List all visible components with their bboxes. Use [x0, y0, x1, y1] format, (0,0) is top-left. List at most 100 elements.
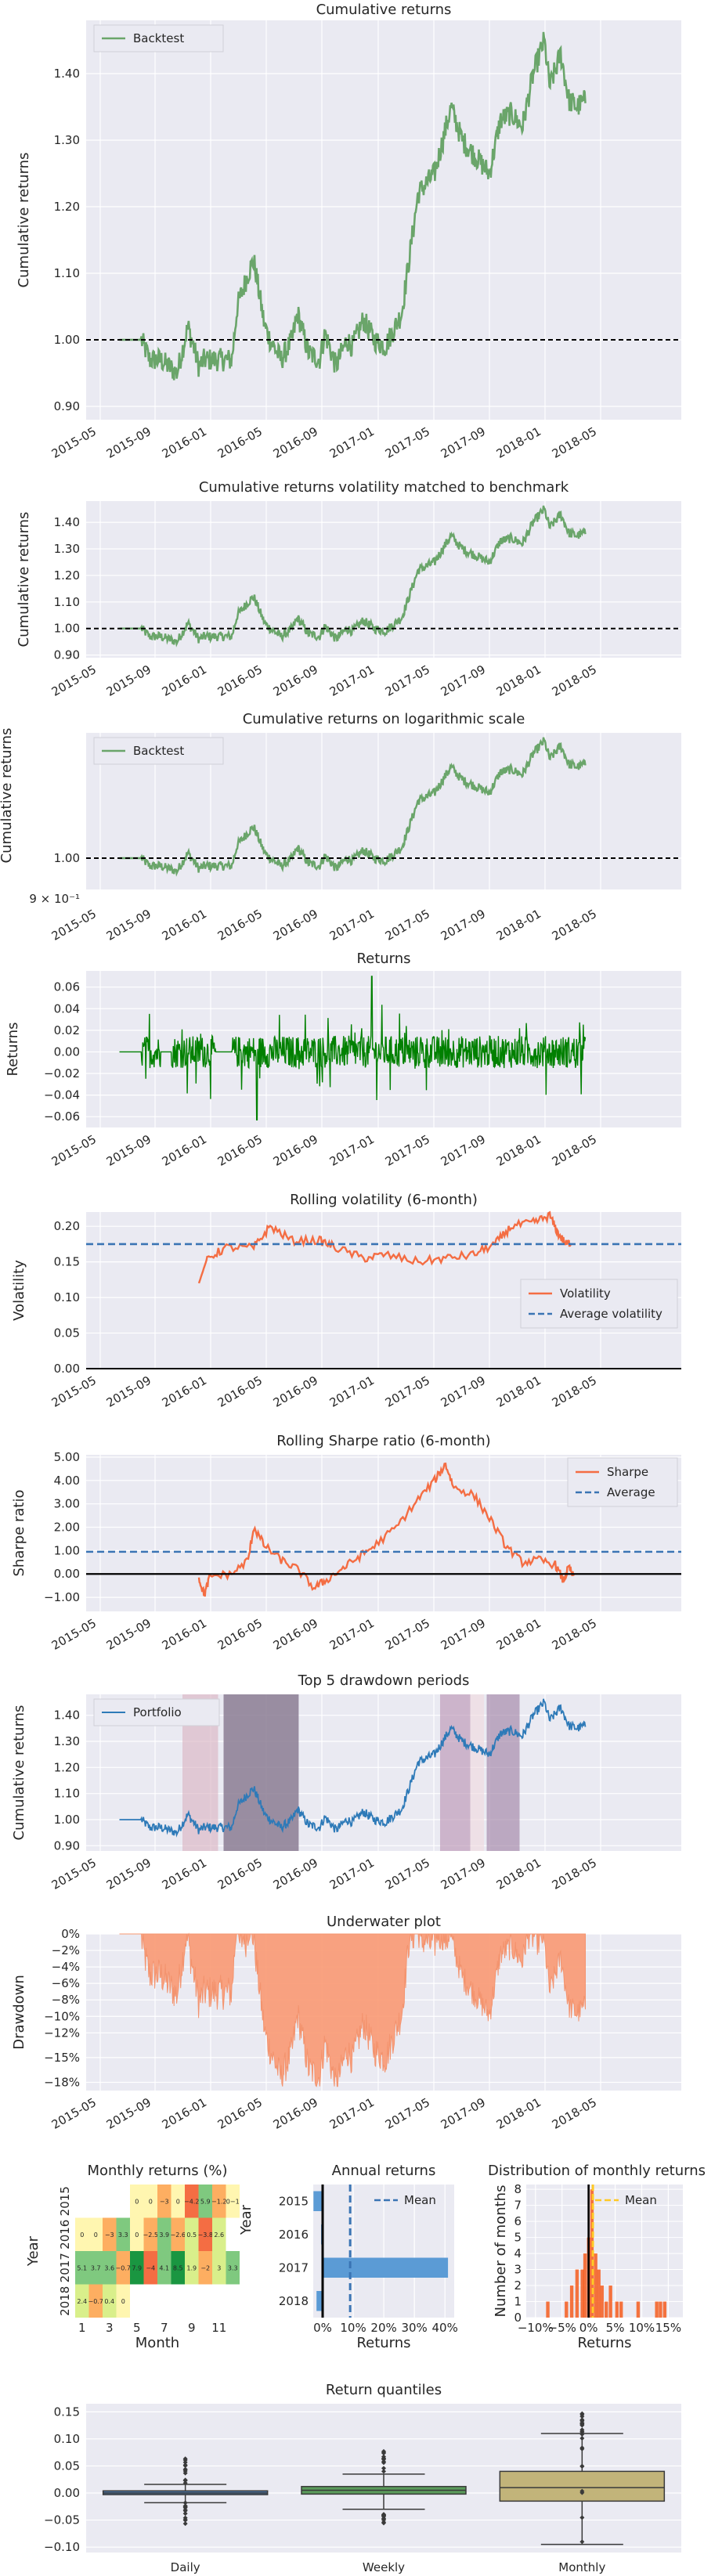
quant-outlier-lo-1-8 [381, 2513, 386, 2519]
heatmap-value-2-0: 5.1 [77, 2264, 87, 2271]
annual-year-0: 2015 [279, 2194, 309, 2208]
drawdown-legend-label: Portfolio [133, 1705, 182, 1719]
drawdown-title: Top 5 drawdown periods [298, 1672, 470, 1689]
quant-outlier-hi-2-11 [579, 2423, 585, 2428]
sharpe-xtick-8: 2018-01 [494, 1616, 543, 1653]
quant-outlier-lo-0-7 [182, 2515, 188, 2520]
rollvol-legend-avg: Average volatility [560, 1307, 662, 1321]
cumret-title: Cumulative returns [316, 2, 452, 18]
rollvol-ytick-1: 0.05 [54, 1326, 80, 1340]
underwater-panel [86, 1932, 681, 2091]
rollvol-ylabel: Volatility [11, 1260, 27, 1321]
dist-bar-11 [605, 2301, 608, 2318]
quant-ytick-4: 0.10 [54, 2432, 80, 2446]
drawdown-period-4 [486, 1694, 520, 1851]
heatmap-cell-3-6 [157, 2284, 171, 2318]
heatmap-value-1-4: 0 [135, 2231, 139, 2239]
cumret-ytick-3: 1.20 [54, 200, 80, 214]
dist-ytick-2: 2 [514, 2278, 522, 2293]
sharpe-ytick-6: 5.00 [54, 1450, 80, 1464]
returns-ylabel: Returns [5, 1022, 21, 1076]
heatmap-xlabel: Month [135, 2335, 179, 2351]
underwater-xtick-7: 2017-09 [439, 2095, 488, 2132]
annual-bar-2 [323, 2257, 449, 2278]
sharpe-line [197, 1462, 575, 1597]
heatmap-cell-1-7 [171, 2217, 185, 2251]
drawdown-ylabel: Cumulative returns [11, 1705, 27, 1841]
dist-title: Distribution of monthly returns [488, 2163, 706, 2179]
heatmap-value-2-7: 8.5 [173, 2264, 183, 2271]
heatmap-cell-0-11 [226, 2185, 240, 2218]
heatmap-value-2-6: 4.1 [159, 2264, 169, 2271]
volmatch-xtick-2: 2016-01 [160, 662, 209, 699]
volmatch-ytick-5: 1.40 [54, 515, 80, 529]
drawdown-xtick-3: 2016-05 [215, 1856, 265, 1892]
returns-xtick-7: 2017-09 [439, 1132, 488, 1169]
volmatch-ytick-4: 1.30 [54, 542, 80, 556]
cumret-xtick-9: 2018-05 [550, 424, 599, 461]
heatmap-cell-3-7 [171, 2284, 185, 2318]
dist-bar-13 [615, 2301, 619, 2318]
heatmap-value-1-5: −2.5 [143, 2231, 158, 2239]
volmatch-xtick-6: 2017-05 [383, 662, 432, 699]
rollvol-legend [520, 1279, 678, 1329]
sharpe-panel [86, 1455, 681, 1611]
dist-bar-15 [636, 2301, 641, 2318]
quant-label-0: Daily [171, 2560, 200, 2574]
logcum-xtick-5: 2017-01 [327, 907, 377, 943]
heatmap-cell-2-3 [116, 2251, 130, 2285]
volmatch-ylabel: Cumulative returns [16, 512, 32, 648]
quant-outlier-hi-0-8 [182, 2463, 188, 2469]
returns-line [119, 976, 587, 1120]
cumret-panel-bg [86, 20, 681, 420]
quant-label-1: Weekly [363, 2560, 405, 2574]
heatmap-year-3: 2018 [58, 2286, 72, 2316]
dist-xtick-1: −5% [548, 2321, 576, 2335]
rollvol-xtick-2: 2016-01 [160, 1373, 209, 1410]
quant-outlier-lo-1-9 [381, 2520, 386, 2526]
dist-bar-16 [655, 2301, 659, 2318]
logcum-ytick-0: 9 × 10⁻¹ [29, 892, 80, 906]
volmatch-panel-bg [86, 501, 681, 658]
returns-ytick-5: 0.04 [54, 1001, 80, 1016]
underwater-area [119, 1932, 586, 2087]
volmatch-title: Cumulative returns volatility matched to… [199, 479, 569, 496]
quant-outlier-lo-0-11 [182, 2505, 188, 2510]
drawdown-period-3 [470, 1694, 484, 1851]
returns-xtick-4: 2016-09 [271, 1132, 320, 1169]
heatmap-cell-3-10 [212, 2284, 226, 2318]
heatmap-value-0-8: −4.2 [184, 2198, 199, 2205]
returns-ytick-3: 0.00 [54, 1044, 80, 1059]
rollvol-line [197, 1210, 572, 1284]
dist-bar-3 [575, 2269, 579, 2318]
heatmap-value-1-3: 3.3 [118, 2231, 128, 2239]
dist-bar-12 [608, 2286, 612, 2318]
quant-outlier-lo-0-5 [182, 2500, 188, 2506]
drawdown-xtick-7: 2017-09 [439, 1856, 488, 1892]
annual-xtick-2: 20% [370, 2321, 396, 2335]
rollvol-title: Rolling volatility (6-month) [290, 1192, 478, 1208]
logcum-xtick-8: 2018-01 [494, 907, 543, 943]
quant-outlier-lo-0-10 [182, 2508, 188, 2513]
quant-outlier-lo-2-4 [579, 2515, 585, 2520]
heatmap-value-1-10: 2.6 [214, 2231, 224, 2239]
heatmap-title: Monthly returns (%) [87, 2163, 227, 2179]
heatmap-cell-2-7 [171, 2251, 185, 2285]
logcum-xtick-7: 2017-09 [439, 907, 488, 943]
rollvol-panel [86, 1210, 681, 1369]
quant-title: Return quantiles [326, 2382, 442, 2398]
heatmap-value-2-3: −0.7 [116, 2264, 131, 2271]
heatmap-cell-3-3 [116, 2284, 130, 2318]
cumret-xtick-7: 2017-09 [439, 424, 488, 461]
quant-outlier-lo-2-8 [579, 2463, 585, 2469]
heatmap-value-0-6: −3 [160, 2198, 169, 2205]
cumret-ytick-2: 1.10 [54, 266, 80, 280]
heatmap-cell-0-4 [130, 2185, 144, 2218]
rollvol-ytick-2: 0.10 [54, 1290, 80, 1304]
drawdown-xtick-0: 2015-05 [49, 1856, 99, 1892]
heatmap-month-5: 11 [211, 2321, 226, 2335]
quant-outlier-hi-0-9 [182, 2467, 188, 2473]
logcum-legend-label: Backtest [133, 744, 184, 758]
heatmap-month-4: 9 [188, 2321, 196, 2335]
quant-outlier-hi-1-9 [381, 2454, 386, 2459]
